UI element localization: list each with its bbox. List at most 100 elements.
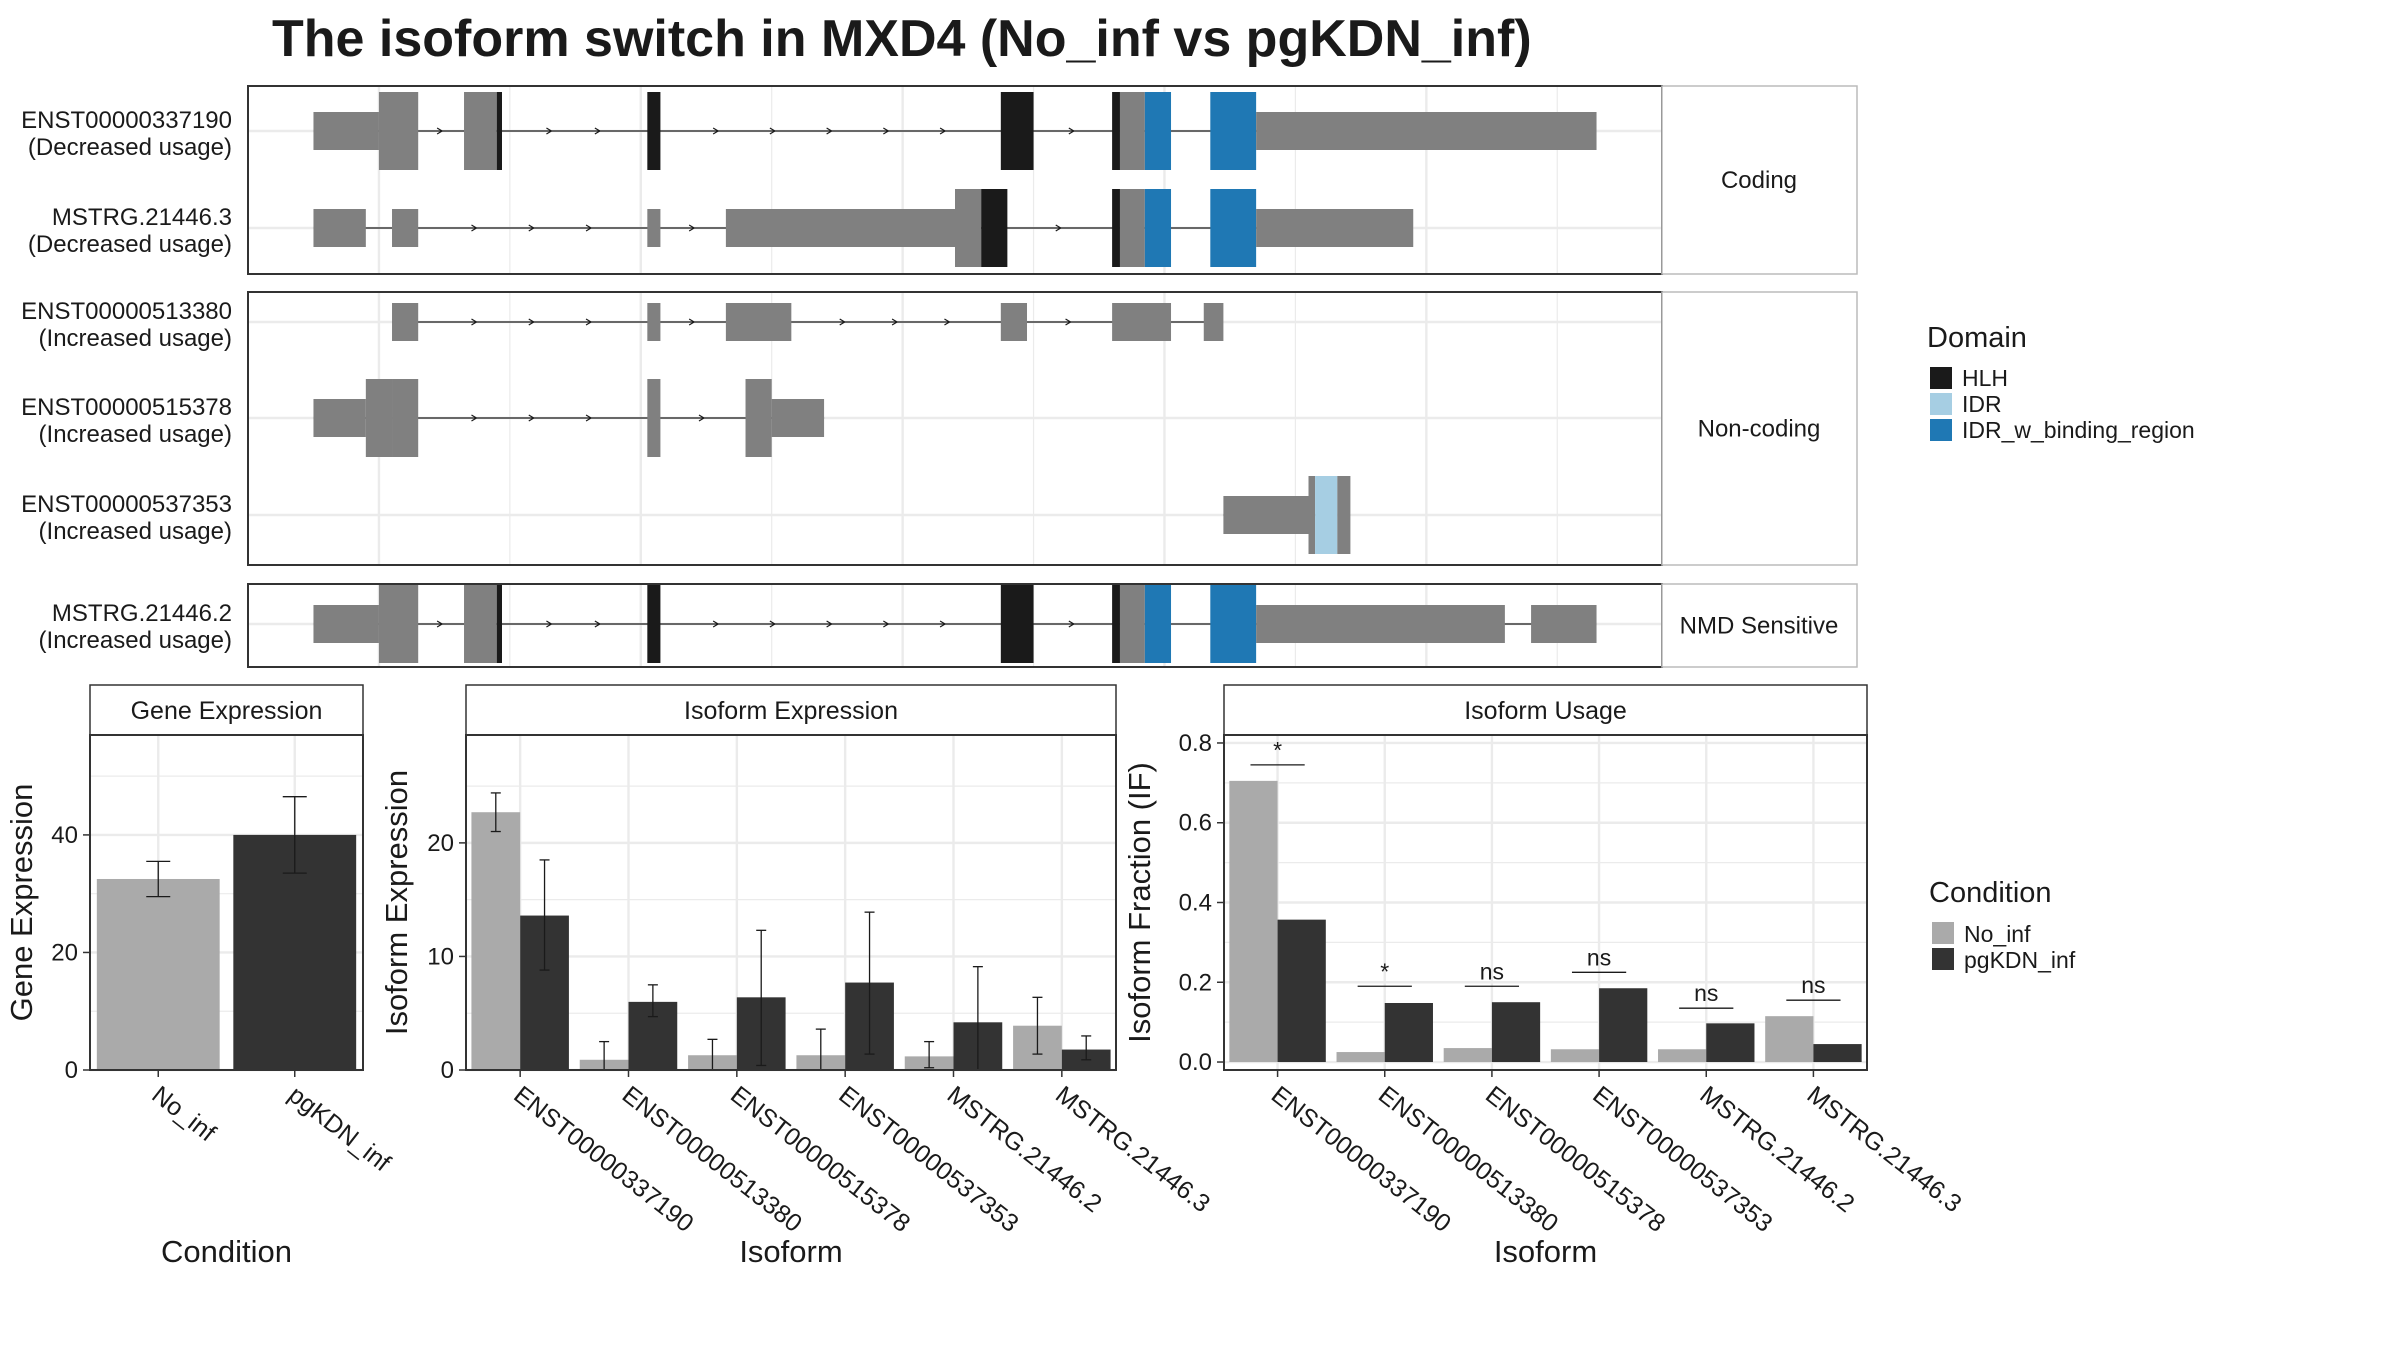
y-tick-label: 40 xyxy=(51,822,78,849)
exon-cds xyxy=(955,189,982,267)
direction-arrow xyxy=(1055,224,1062,232)
panel-border xyxy=(89,734,364,1071)
direction-arrow xyxy=(883,127,890,135)
exon-idr-w-binding-region xyxy=(1144,189,1172,267)
direction-arrow xyxy=(528,414,535,422)
direction-arrow xyxy=(594,620,602,628)
exon-utr xyxy=(392,303,419,341)
legend-label-hlh: HLH xyxy=(1962,365,2008,391)
exon-utr xyxy=(313,112,379,150)
exon-cds xyxy=(647,379,661,457)
exon-utr xyxy=(1000,303,1028,341)
x-tick-label: ENST00000515378 xyxy=(725,1081,915,1238)
x-tick-label: pgKDN_inf xyxy=(283,1081,396,1178)
x-tick-label: ENST00000537353 xyxy=(833,1081,1023,1238)
legend-swatch-idr xyxy=(1930,393,1952,415)
y-tick-label: 10 xyxy=(427,943,454,970)
direction-arrow xyxy=(769,620,777,628)
direction-arrow xyxy=(769,127,777,135)
exon-utr xyxy=(313,209,366,247)
legend-label-idr: IDR xyxy=(1962,391,2002,417)
transcript-usage-label: (Increased usage) xyxy=(39,421,232,448)
x-axis-title: Isoform xyxy=(1494,1234,1597,1269)
bar-enst00000513380-no-inf xyxy=(1336,1052,1385,1063)
transcript-label: ENST00000513380 xyxy=(21,298,232,325)
significance-label: ns xyxy=(1480,958,1504,984)
facet-strip xyxy=(1223,684,1868,736)
exon-utr xyxy=(771,399,825,437)
panel-title: Isoform Expression xyxy=(684,697,898,725)
direction-arrow xyxy=(594,127,602,135)
exon-cds xyxy=(464,585,497,663)
y-tick-label: 0.4 xyxy=(1179,890,1212,917)
bar-mstrg-21446-2-pgkdn-inf xyxy=(1706,1023,1755,1063)
bar-enst00000537353-pgkdn-inf xyxy=(1599,988,1648,1063)
exon-utr xyxy=(1112,303,1172,341)
bar-mstrg-21446-3-pgkdn-inf xyxy=(1813,1044,1862,1063)
condition-legend-title: Condition xyxy=(1929,877,2052,909)
legend-swatch-idr-w-binding-region xyxy=(1930,419,1952,441)
exon-utr xyxy=(725,303,792,341)
transcript-mstrg-21446-2: MSTRG.21446.2(Increased usage) xyxy=(39,585,1597,663)
transcript-enst00000515378: ENST00000515378(Increased usage) xyxy=(21,379,825,457)
significance-label: * xyxy=(1380,958,1389,984)
domain-legend-title: Domain xyxy=(1927,322,2027,354)
bar-enst00000513380-pgkdn-inf xyxy=(1384,1003,1433,1063)
direction-arrow xyxy=(528,318,535,326)
legend-label-no-inf: No_inf xyxy=(1964,921,2031,947)
facet-strip-label: Non-coding xyxy=(1698,416,1821,443)
exon-cds xyxy=(378,585,419,663)
direction-arrow xyxy=(436,127,444,135)
transcript-label: ENST00000537353 xyxy=(21,491,232,518)
x-tick-label: ENST00000537353 xyxy=(1587,1081,1777,1238)
bar-enst00000537353-no-inf xyxy=(1550,1049,1600,1063)
bar-enst00000515378-no-inf xyxy=(1443,1048,1492,1063)
y-tick-label: 20 xyxy=(51,939,78,966)
exon-utr xyxy=(313,605,379,643)
transcript-label: ENST00000515378 xyxy=(21,394,232,421)
exon-cds xyxy=(392,379,419,457)
transcript-usage-label: (Increased usage) xyxy=(39,627,232,654)
panel-border xyxy=(1223,734,1868,1071)
bar-mstrg-21446-2-no-inf xyxy=(1658,1049,1707,1063)
facet-strip xyxy=(1661,583,1858,668)
exon-utr xyxy=(1256,209,1414,247)
direction-arrow xyxy=(471,318,478,326)
facet-strip-label: NMD Sensitive xyxy=(1680,613,1839,640)
transcript-label: MSTRG.21446.2 xyxy=(52,600,232,627)
legend-swatch-pgkdn-inf xyxy=(1932,948,1954,970)
exon-hlh xyxy=(496,92,502,170)
domain-legend: Domain HLH IDR IDR_w_binding_region xyxy=(1927,322,2195,443)
panel-border xyxy=(465,734,1117,1071)
exon-cds xyxy=(1119,585,1145,663)
direction-arrow xyxy=(939,620,947,628)
exon-hlh xyxy=(496,585,502,663)
transcript-usage-label: (Decreased usage) xyxy=(28,134,232,161)
exon-idr-w-binding-region xyxy=(1210,189,1257,267)
transcript-group-non-coding: ENST00000513380(Increased usage)ENST0000… xyxy=(21,291,1858,566)
transcript-mstrg-21446-3: MSTRG.21446.3(Decreased usage) xyxy=(28,189,1414,267)
exon-idr xyxy=(1315,476,1338,554)
exon-utr xyxy=(725,209,955,247)
bar-pgkdn-inf xyxy=(233,834,357,1070)
transcript-group-nmd-sensitive: MSTRG.21446.2(Increased usage) NMD Sensit… xyxy=(39,583,1858,668)
x-tick-label: ENST00000337190 xyxy=(1266,1081,1456,1238)
direction-arrow xyxy=(1068,620,1075,628)
gene-expression-panel: Gene Expression 0 20 40 No_inf pgKDN_inf Condi… xyxy=(4,684,396,1269)
panel-title: Isoform Usage xyxy=(1464,697,1627,725)
y-tick-label: 0.0 xyxy=(1179,1049,1212,1076)
transcript-usage-label: (Decreased usage) xyxy=(28,231,232,258)
direction-arrow xyxy=(688,318,696,326)
direction-arrow xyxy=(471,224,478,232)
exon-cds xyxy=(1308,476,1316,554)
transcript-enst00000537353: ENST00000537353(Increased usage) xyxy=(21,476,1351,554)
panel-background xyxy=(466,735,1116,1070)
exon-cds xyxy=(1337,476,1351,554)
legend-swatch-no-inf xyxy=(1932,922,1954,944)
direction-arrow xyxy=(436,620,444,628)
transcript-usage-label: (Increased usage) xyxy=(39,325,232,352)
direction-arrow xyxy=(1068,127,1075,135)
direction-arrow xyxy=(712,620,720,628)
bar-enst00000337190-pgkdn-inf xyxy=(1277,919,1326,1063)
